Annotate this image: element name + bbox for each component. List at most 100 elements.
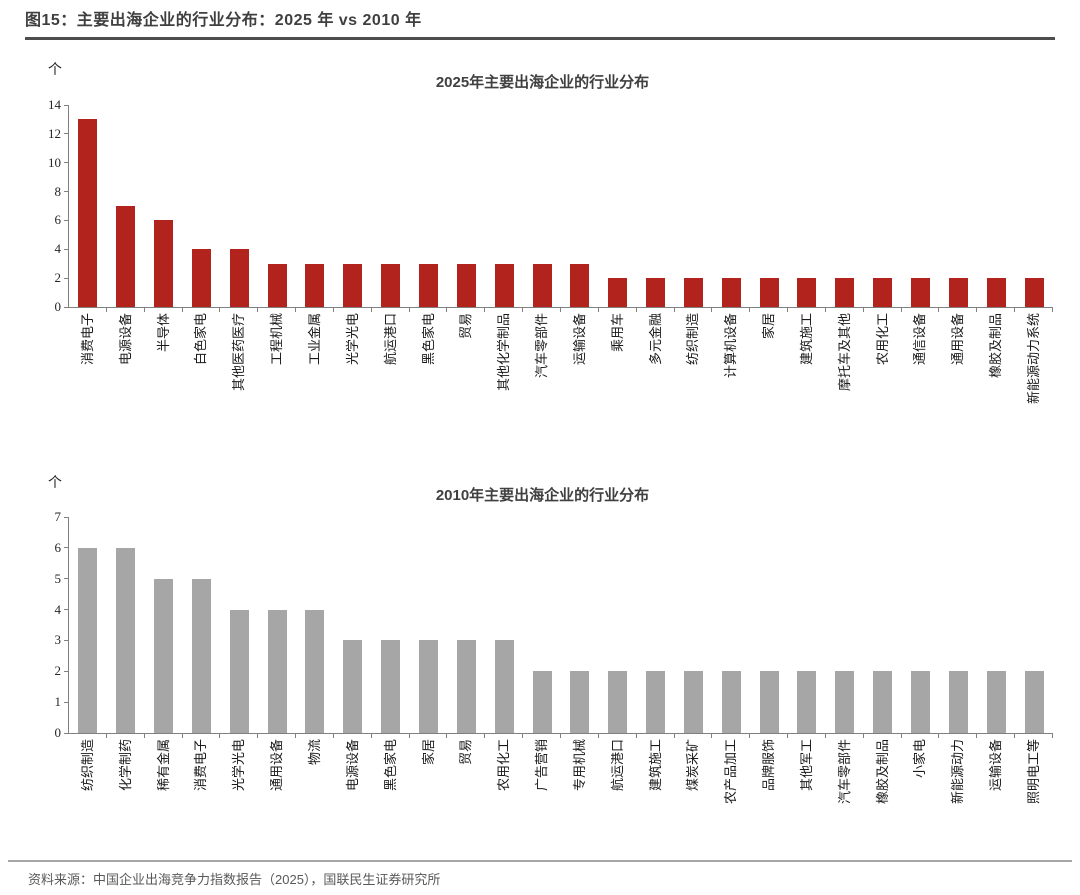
bar-贸易 bbox=[456, 640, 476, 733]
plot-area-2025: 消费电子 电源设备 半导体 白色家电 其他医药医疗 工程机械 工业金属 光学光电 航运港口 黑色家… bbox=[48, 98, 1053, 404]
bar-cell: 工程机械 bbox=[258, 105, 297, 365]
bar-橡胶及制品 bbox=[873, 671, 893, 733]
bar-黑色家电 bbox=[419, 263, 439, 307]
x-axis-label: 通用设备 bbox=[950, 313, 966, 366]
x-axis-label: 航运港口 bbox=[609, 739, 625, 792]
bar-化学制药 bbox=[116, 547, 136, 733]
bar-农用化工 bbox=[494, 640, 514, 733]
bar-橡胶及制品 bbox=[986, 278, 1006, 307]
x-axis-tick-mark bbox=[522, 307, 524, 312]
chart-2025-industry-distribution: 个 2025年主要出海企业的行业分布 消费电子 电源设备 半导体 白色家电 其他医药医疗… bbox=[30, 55, 1055, 455]
bar-cell: 稀有金属 bbox=[145, 517, 183, 791]
x-axis-tick-mark bbox=[181, 307, 183, 312]
x-axis-label: 小家电 bbox=[912, 739, 928, 779]
bar-品牌服饰 bbox=[759, 671, 779, 733]
bar-cell: 消费电子 bbox=[183, 517, 221, 791]
x-axis-label: 照明电工等 bbox=[1026, 739, 1042, 805]
bar-cell: 新能源动力系统 bbox=[1015, 105, 1053, 404]
bar-计算机设备 bbox=[721, 278, 741, 307]
x-axis-label: 贸易 bbox=[458, 313, 474, 340]
bar-cell: 广告营销 bbox=[523, 517, 561, 791]
x-axis-tick-mark bbox=[408, 733, 410, 738]
y-axis-tick-label: 3 bbox=[54, 632, 62, 648]
x-axis-tick-mark bbox=[824, 733, 826, 738]
x-axis-tick-mark bbox=[938, 733, 940, 738]
bar-农产品加工 bbox=[721, 671, 741, 733]
y-axis-tick-label: 8 bbox=[54, 183, 62, 199]
x-axis-tick-mark bbox=[484, 733, 486, 738]
bar-其他医药医疗 bbox=[229, 249, 249, 307]
bar-cell: 消费电子 bbox=[69, 105, 107, 365]
x-axis-tick-mark bbox=[900, 733, 902, 738]
bar-cell: 计算机设备 bbox=[712, 105, 751, 378]
bar-cell: 新能源动力 bbox=[939, 517, 978, 804]
bar-cell: 其他医药医疗 bbox=[220, 105, 259, 391]
bar-cell: 乘用车 bbox=[599, 105, 637, 352]
bars-container-2010: 纺织制造 化学制药 稀有金属 消费电子 光学光电 通用设备 物流 电源设备 黑色家电 家居 贸易 农用… bbox=[69, 517, 1053, 804]
bar-通用设备 bbox=[948, 278, 968, 307]
y-axis-tick-mark bbox=[64, 732, 69, 734]
y-axis-tick-mark bbox=[64, 277, 69, 279]
x-axis-label: 家居 bbox=[761, 313, 777, 340]
x-axis-tick-mark bbox=[295, 733, 297, 738]
bar-cell: 通用设备 bbox=[258, 517, 297, 791]
x-axis-label: 汽车零部件 bbox=[836, 739, 852, 805]
y-axis-tick-label: 0 bbox=[54, 299, 62, 314]
bar-其他化学制品 bbox=[494, 263, 514, 307]
bar-cell: 橡胶及制品 bbox=[864, 517, 902, 804]
bar-稀有金属 bbox=[154, 578, 174, 733]
x-axis-tick-mark bbox=[559, 733, 561, 738]
bar-白色家电 bbox=[191, 249, 211, 307]
bar-专用机械 bbox=[570, 671, 590, 733]
bar-建筑施工 bbox=[646, 671, 666, 733]
bar-纺织制造 bbox=[683, 278, 703, 307]
bar-cell: 专用机械 bbox=[561, 517, 599, 791]
bar-物流 bbox=[305, 609, 325, 733]
x-axis-label: 建筑施工 bbox=[647, 739, 663, 792]
bar-消费电子 bbox=[191, 578, 211, 733]
x-axis-label: 光学光电 bbox=[344, 313, 360, 366]
bar-汽车零部件 bbox=[532, 263, 552, 307]
x-axis-tick-mark bbox=[1014, 733, 1016, 738]
chart-2010-industry-distribution: 个 2010年主要出海企业的行业分布 纺织制造 化学制药 稀有金属 消费电子 光学光电 通… bbox=[30, 468, 1055, 858]
bar-家居 bbox=[419, 640, 439, 733]
bar-建筑施工 bbox=[797, 278, 817, 307]
x-axis-tick-mark bbox=[143, 307, 145, 312]
bar-cell: 建筑施工 bbox=[637, 517, 675, 791]
bar-cell: 光学光电 bbox=[220, 517, 259, 791]
y-axis-tick-mark bbox=[64, 219, 69, 221]
y-axis-unit-label: 个 bbox=[48, 474, 62, 490]
x-axis-label: 建筑施工 bbox=[798, 313, 814, 366]
bar-cell: 通信设备 bbox=[902, 105, 940, 365]
x-axis-label: 运输设备 bbox=[988, 739, 1004, 792]
bar-黑色家电 bbox=[381, 640, 401, 733]
bar-农用化工 bbox=[873, 278, 893, 307]
x-axis-tick-mark bbox=[332, 733, 334, 738]
x-axis-label: 通信设备 bbox=[912, 313, 928, 366]
x-axis-tick-mark bbox=[257, 307, 259, 312]
x-axis-label: 物流 bbox=[306, 739, 322, 766]
chart-title-2010: 2010年主要出海企业的行业分布 bbox=[435, 487, 650, 504]
y-axis-tick-label: 10 bbox=[48, 154, 61, 170]
bar-cell: 纺织制造 bbox=[675, 105, 713, 365]
bar-cell: 建筑施工 bbox=[788, 105, 826, 365]
x-axis-tick-mark bbox=[787, 733, 789, 738]
x-axis-tick-mark bbox=[370, 307, 372, 312]
bar-广告营销 bbox=[532, 671, 552, 733]
bar-煤炭采矿 bbox=[683, 671, 703, 733]
x-axis-tick-mark bbox=[862, 307, 864, 312]
x-axis-tick-mark bbox=[484, 307, 486, 312]
bar-运输设备 bbox=[570, 263, 590, 307]
y-axis-tick-mark bbox=[64, 578, 69, 580]
x-axis-label: 农用化工 bbox=[496, 739, 512, 792]
y-axis-unit-label: 个 bbox=[48, 61, 62, 77]
bar-cell: 农用化工 bbox=[864, 105, 902, 365]
x-axis-label: 橡胶及制品 bbox=[874, 739, 890, 805]
x-axis-label: 纺织制造 bbox=[685, 313, 701, 366]
x-axis-tick-mark bbox=[1014, 307, 1016, 312]
x-axis-label: 农用化工 bbox=[874, 313, 890, 366]
bar-cell: 工业金属 bbox=[296, 105, 334, 365]
bar-cell: 物流 bbox=[296, 517, 334, 765]
x-axis-tick-mark bbox=[181, 733, 183, 738]
